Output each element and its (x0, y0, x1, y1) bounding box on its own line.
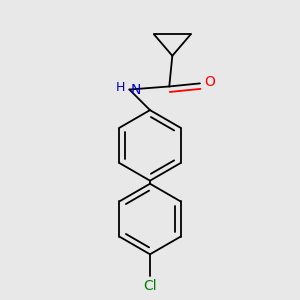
Text: H: H (116, 82, 125, 94)
Text: Cl: Cl (143, 279, 157, 293)
Text: N: N (131, 82, 141, 97)
Text: O: O (205, 75, 215, 89)
